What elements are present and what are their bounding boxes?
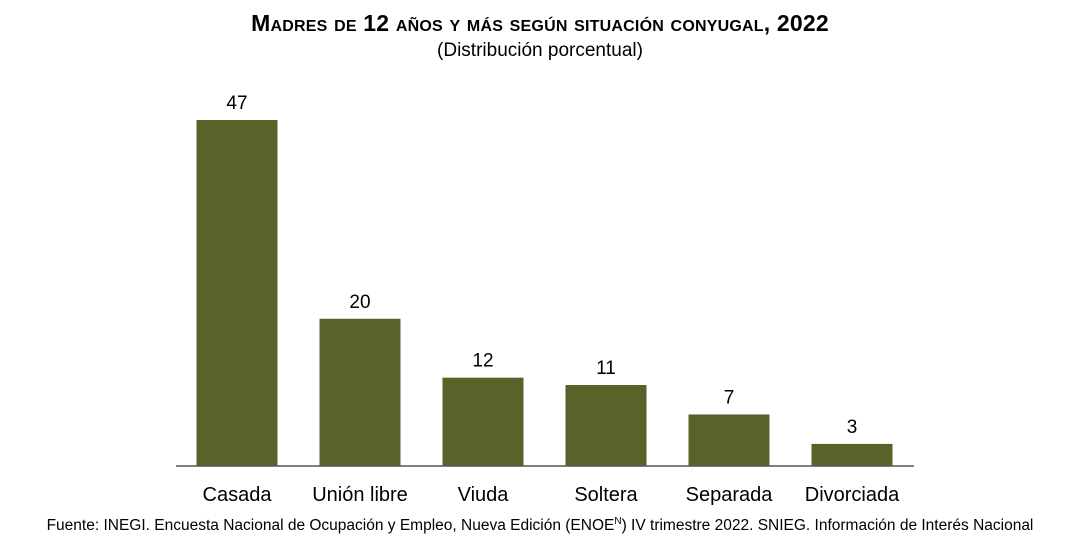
category-labels-group: Casada Unión libre Viuda Soltera Separada Div… bbox=[203, 484, 901, 506]
category-label: Unión libre bbox=[312, 484, 408, 506]
bar-value-label: 7 bbox=[724, 387, 735, 408]
source-note: Fuente: INEGI. Encuesta Nacional de Ocup… bbox=[0, 515, 1080, 537]
source-text-suffix: ) IV trimestre 2022. SNIEG. Información … bbox=[621, 517, 1034, 534]
bar bbox=[688, 414, 770, 466]
source-text-prefix: Fuente: INEGI. Encuesta Nacional de Ocup… bbox=[46, 517, 615, 534]
chart-title: Madres de 12 años y más según situación … bbox=[251, 10, 829, 36]
bar-value-label: 3 bbox=[847, 417, 858, 438]
bar-value-label: 20 bbox=[349, 292, 370, 313]
bar bbox=[811, 443, 893, 466]
bar bbox=[196, 120, 278, 466]
category-label: Casada bbox=[203, 484, 273, 506]
category-label: Viuda bbox=[458, 484, 510, 506]
bar-value-label: 11 bbox=[596, 358, 616, 379]
bar-value-label: 47 bbox=[226, 93, 247, 114]
bar-value-label: 12 bbox=[472, 351, 493, 372]
bar bbox=[565, 385, 647, 466]
chart-subtitle: (Distribución porcentual) bbox=[437, 40, 643, 61]
bar bbox=[442, 377, 524, 466]
category-label: Divorciada bbox=[805, 484, 900, 506]
source-superscript: N bbox=[614, 515, 622, 527]
category-label: Separada bbox=[686, 484, 774, 506]
category-label: Soltera bbox=[574, 484, 638, 506]
bar bbox=[319, 318, 401, 466]
bars-group bbox=[196, 120, 893, 466]
value-labels-group: 47 20 12 11 7 3 bbox=[226, 93, 857, 438]
